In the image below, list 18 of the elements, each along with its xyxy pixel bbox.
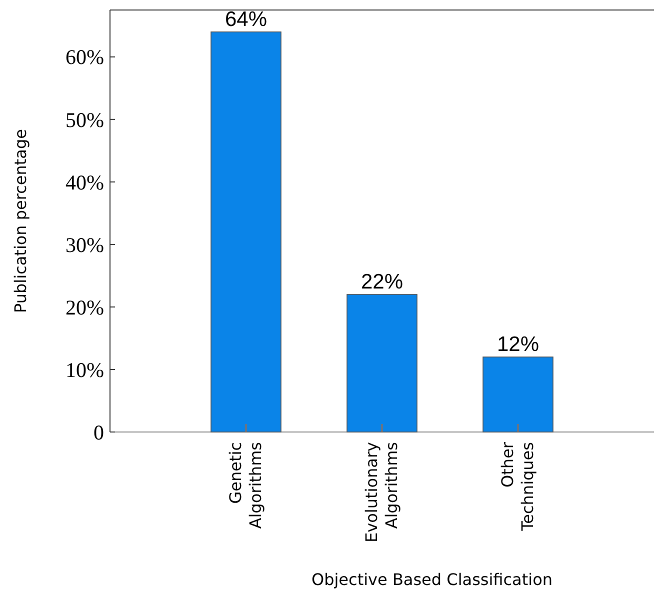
y-tick-label: 20% (66, 295, 104, 320)
y-tick-label: 10% (66, 358, 104, 382)
x-tick-label: Evolutionary Algorithms (362, 442, 401, 542)
data-label: 64% (224, 8, 268, 31)
y-tick-label: 50% (66, 108, 104, 132)
bar (346, 294, 418, 432)
bar (210, 31, 282, 432)
y-tick-label: 60% (66, 45, 104, 70)
x-tick-label: Genetic Algorithms (226, 442, 265, 529)
y-axis-title: Publication percentage (11, 129, 30, 313)
y-tick-label: 0 (94, 420, 104, 444)
x-tick-label: Other Techniques (498, 442, 537, 532)
bar (482, 356, 554, 432)
y-tick-label: 40% (66, 170, 104, 194)
x-axis-title: Objective Based Classification (311, 570, 553, 589)
data-label: 22% (360, 270, 404, 294)
y-tick-label: 30% (66, 232, 104, 257)
data-label: 12% (496, 332, 540, 356)
